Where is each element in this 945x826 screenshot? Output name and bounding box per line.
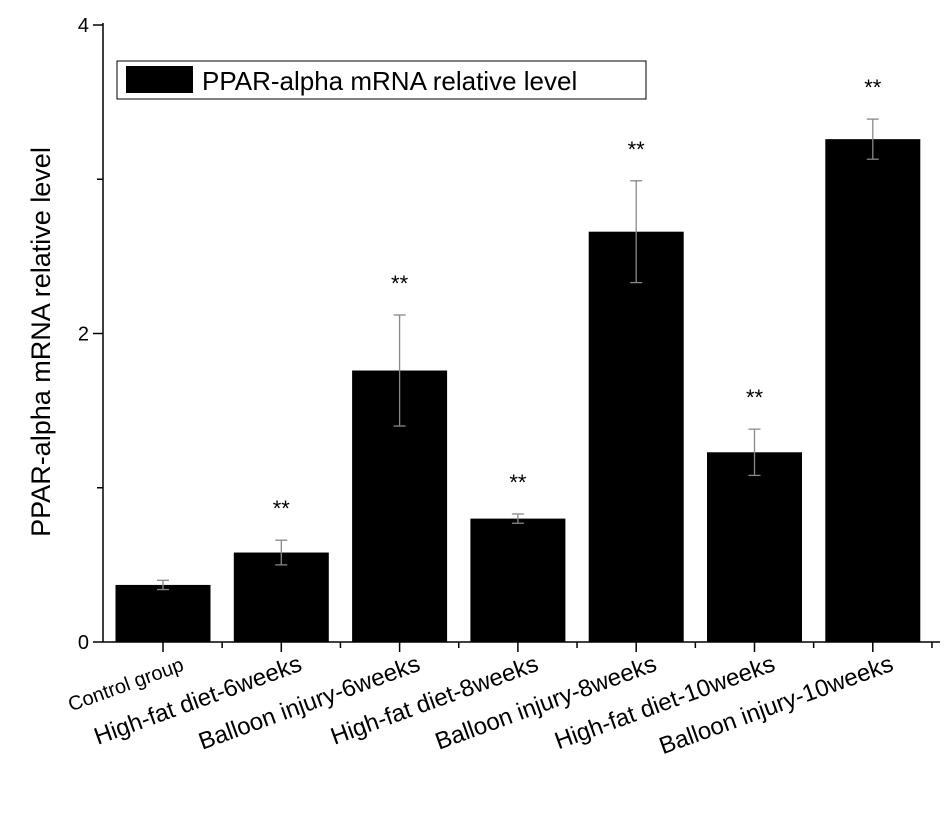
- bar: [825, 139, 921, 642]
- bar: [115, 584, 211, 642]
- y-axis-label: PPAR-alpha mRNA relative level: [26, 147, 56, 537]
- significance-label: **: [746, 385, 764, 410]
- significance-label: **: [273, 496, 291, 521]
- bar: [233, 552, 329, 642]
- legend: PPAR-alpha mRNA relative level: [116, 60, 647, 100]
- bar: [707, 452, 802, 642]
- y-tick-label: 4: [78, 15, 89, 37]
- bar: [470, 518, 566, 642]
- legend-label: PPAR-alpha mRNA relative level: [202, 66, 577, 96]
- significance-label: **: [864, 75, 882, 100]
- bar: [588, 231, 684, 642]
- significance-label: **: [391, 271, 409, 296]
- legend-swatch: [126, 66, 193, 93]
- significance-label: **: [509, 470, 527, 495]
- significance-label: **: [628, 137, 646, 162]
- y-tick-label: 0: [78, 632, 89, 654]
- y-tick-label: 2: [78, 324, 89, 346]
